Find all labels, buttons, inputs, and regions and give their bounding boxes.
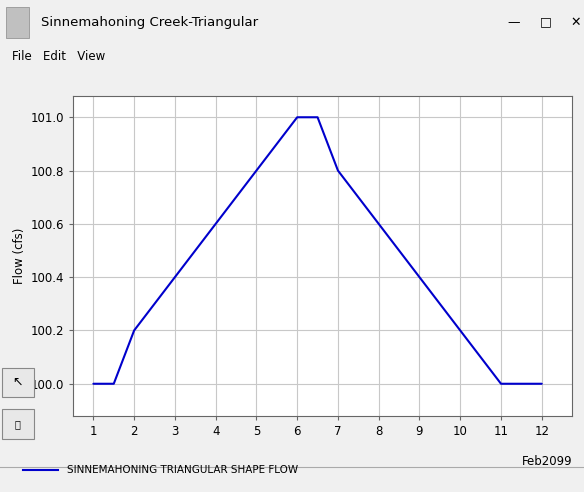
Y-axis label: Flow (cfs): Flow (cfs) [13, 228, 26, 284]
Text: File   Edit   View: File Edit View [12, 50, 105, 63]
Text: —: — [507, 16, 520, 29]
Text: Feb2099: Feb2099 [522, 455, 572, 468]
Text: ↖: ↖ [12, 376, 22, 389]
Text: Sinnemahoning Creek-Triangular: Sinnemahoning Creek-Triangular [41, 16, 258, 29]
Text: SINNEMAHONING TRIANGULAR SHAPE FLOW: SINNEMAHONING TRIANGULAR SHAPE FLOW [67, 465, 298, 475]
FancyBboxPatch shape [2, 409, 34, 439]
Bar [6, 6, 29, 37]
FancyBboxPatch shape [2, 368, 34, 397]
Text: 🔍: 🔍 [14, 419, 20, 430]
Text: □: □ [540, 16, 552, 29]
Text: ✕: ✕ [570, 16, 580, 29]
